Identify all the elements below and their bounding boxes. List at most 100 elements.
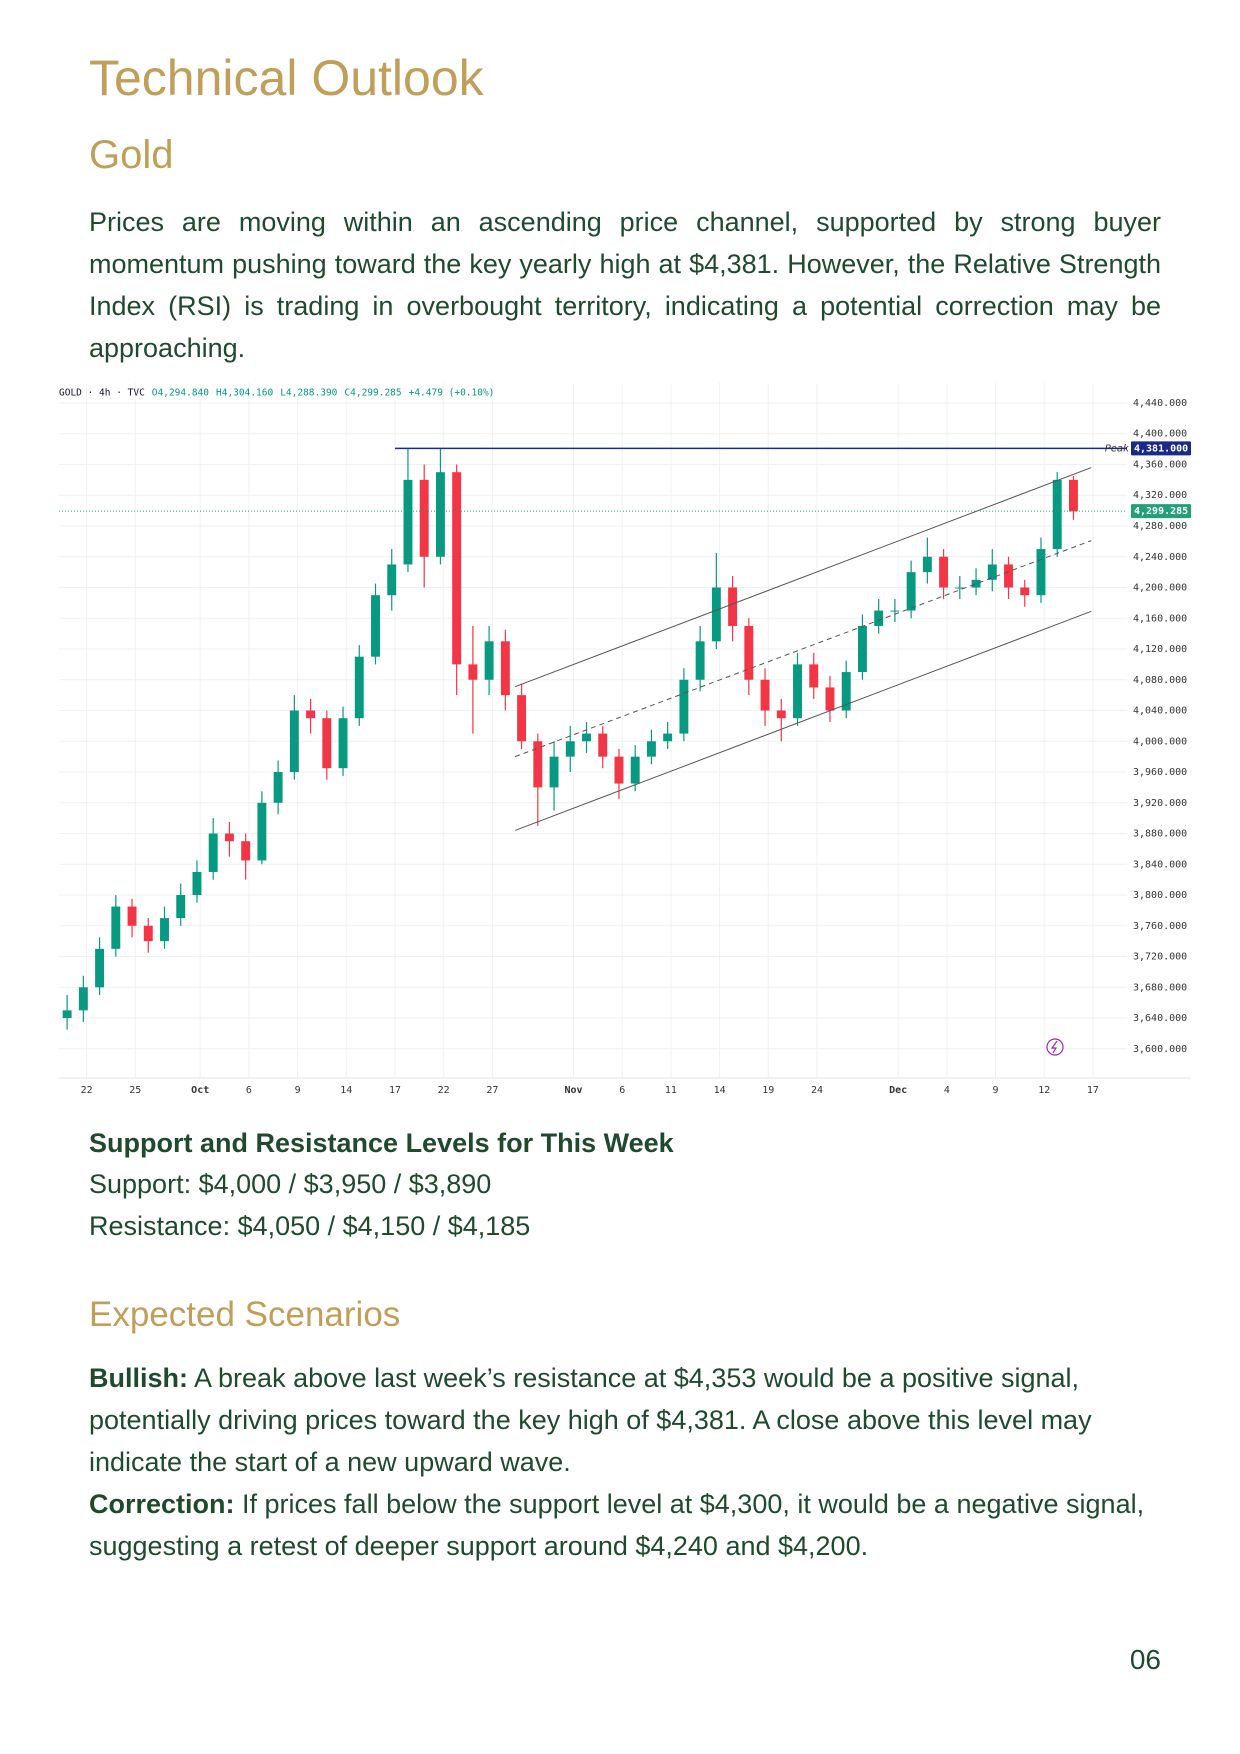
candle-body (143, 925, 153, 942)
x-tick-label: 17 (1087, 1085, 1099, 1096)
scenario-text: If prices fall below the support level a… (89, 1489, 1145, 1561)
candle-body (403, 479, 413, 565)
resistance-levels: Resistance: $4,050 / $4,150 / $4,185 (89, 1211, 531, 1241)
chart-header: C4,299.285 (344, 388, 401, 399)
page-title: Technical Outlook (89, 50, 484, 106)
x-tick-label: 27 (486, 1085, 498, 1096)
chart-header: GOLD · 4h · TVC (59, 388, 145, 399)
candle-body (744, 625, 754, 680)
candle-body (419, 479, 429, 557)
candle-body (630, 756, 640, 784)
y-tick-label: 4,320.000 (1133, 490, 1187, 501)
channel-line (514, 610, 1092, 831)
candle-body (78, 987, 88, 1011)
y-tick-label: 4,360.000 (1133, 459, 1187, 470)
y-tick-label: 3,920.000 (1133, 798, 1187, 809)
icon (1050, 1040, 1058, 1054)
candle-body (890, 610, 900, 612)
x-tick-label: Dec (889, 1085, 907, 1096)
candle-body (1020, 587, 1030, 596)
candle-body (857, 625, 867, 673)
x-tick-label: 9 (993, 1085, 999, 1096)
candle-body (679, 679, 689, 734)
candle-body (711, 587, 721, 642)
candle-body (922, 556, 932, 573)
candle-body (111, 906, 121, 949)
candle-body (987, 564, 997, 580)
chart-header: H4,304.160 (216, 388, 273, 399)
candle-body (160, 918, 169, 942)
y-tick-label: 3,880.000 (1133, 829, 1187, 840)
x-tick-label: 11 (665, 1085, 677, 1096)
candle-body (728, 587, 738, 626)
candle-body (809, 664, 819, 688)
candle-body (939, 556, 949, 588)
candle-body (257, 802, 267, 861)
scenario: Bullish: A break above last week’s resis… (89, 1357, 1161, 1483)
candle-body (841, 672, 851, 711)
candle-body (955, 587, 965, 589)
y-tick-label: 3,840.000 (1133, 859, 1187, 870)
candle-body (874, 610, 884, 626)
candle-body (338, 718, 348, 769)
candle-body (95, 948, 105, 988)
candle-body (1052, 479, 1062, 550)
y-tick-label: 3,800.000 (1133, 890, 1187, 901)
chart-header: +4.479 (+0.10%) (409, 388, 495, 399)
candle-body (500, 641, 510, 696)
candle-body (452, 472, 462, 665)
section-title: Gold (89, 133, 174, 177)
y-tick-label: 4,040.000 (1133, 706, 1187, 717)
y-tick-label: 4,240.000 (1133, 552, 1187, 563)
x-tick-label: Nov (564, 1085, 582, 1096)
candle-body (549, 756, 559, 788)
candle-body (322, 718, 332, 769)
x-tick-label: 22 (438, 1085, 450, 1096)
candle-body (306, 710, 316, 719)
candle-body (760, 679, 770, 711)
channel-line (514, 467, 1092, 688)
last-price-tag (1131, 504, 1191, 519)
x-tick-label: 12 (1038, 1085, 1050, 1096)
candle-body (468, 664, 478, 680)
x-tick-label: Oct (191, 1085, 209, 1096)
candle-body (387, 564, 397, 596)
support-levels: Support: $4,000 / $3,950 / $3,890 (89, 1169, 492, 1199)
candle-body (273, 772, 283, 803)
x-tick-label: 4 (944, 1085, 950, 1096)
candle-body (825, 687, 835, 711)
y-tick-label: 3,720.000 (1133, 952, 1187, 963)
candle-body (62, 1010, 72, 1019)
candle-body (517, 695, 527, 742)
candle-body (371, 595, 380, 657)
candle-body (484, 641, 494, 680)
candle-body (776, 710, 786, 719)
y-tick-label: 4,400.000 (1133, 429, 1187, 440)
chart-header: O4,294.840 (152, 388, 209, 399)
x-tick-label: 14 (714, 1085, 726, 1096)
y-tick-label: 4,160.000 (1133, 613, 1187, 624)
candle-body (127, 906, 137, 926)
candle-body (646, 741, 656, 757)
candle-body (793, 664, 802, 719)
candle-body (241, 841, 251, 861)
intro-paragraph: Prices are moving within an ascending pr… (89, 207, 1161, 363)
peak-tag (1131, 441, 1191, 456)
candle-body (533, 741, 543, 788)
candle-body (971, 579, 981, 588)
y-tick-label: 4,120.000 (1133, 644, 1187, 655)
plot-background (59, 383, 1127, 1078)
candle-body (582, 733, 591, 742)
candle-body (695, 641, 705, 680)
candle-body (1036, 549, 1046, 596)
y-tick-label: 3,600.000 (1133, 1044, 1187, 1055)
candle-body (565, 741, 575, 757)
x-tick-label: 22 (81, 1085, 93, 1096)
x-tick-label: 24 (811, 1085, 823, 1096)
x-tick-label: 19 (762, 1085, 774, 1096)
y-tick-label: 4,440.000 (1133, 398, 1187, 409)
candle-body (906, 572, 916, 611)
y-tick-label: 3,960.000 (1133, 767, 1187, 778)
y-tick-label: 4,280.000 (1133, 521, 1187, 532)
